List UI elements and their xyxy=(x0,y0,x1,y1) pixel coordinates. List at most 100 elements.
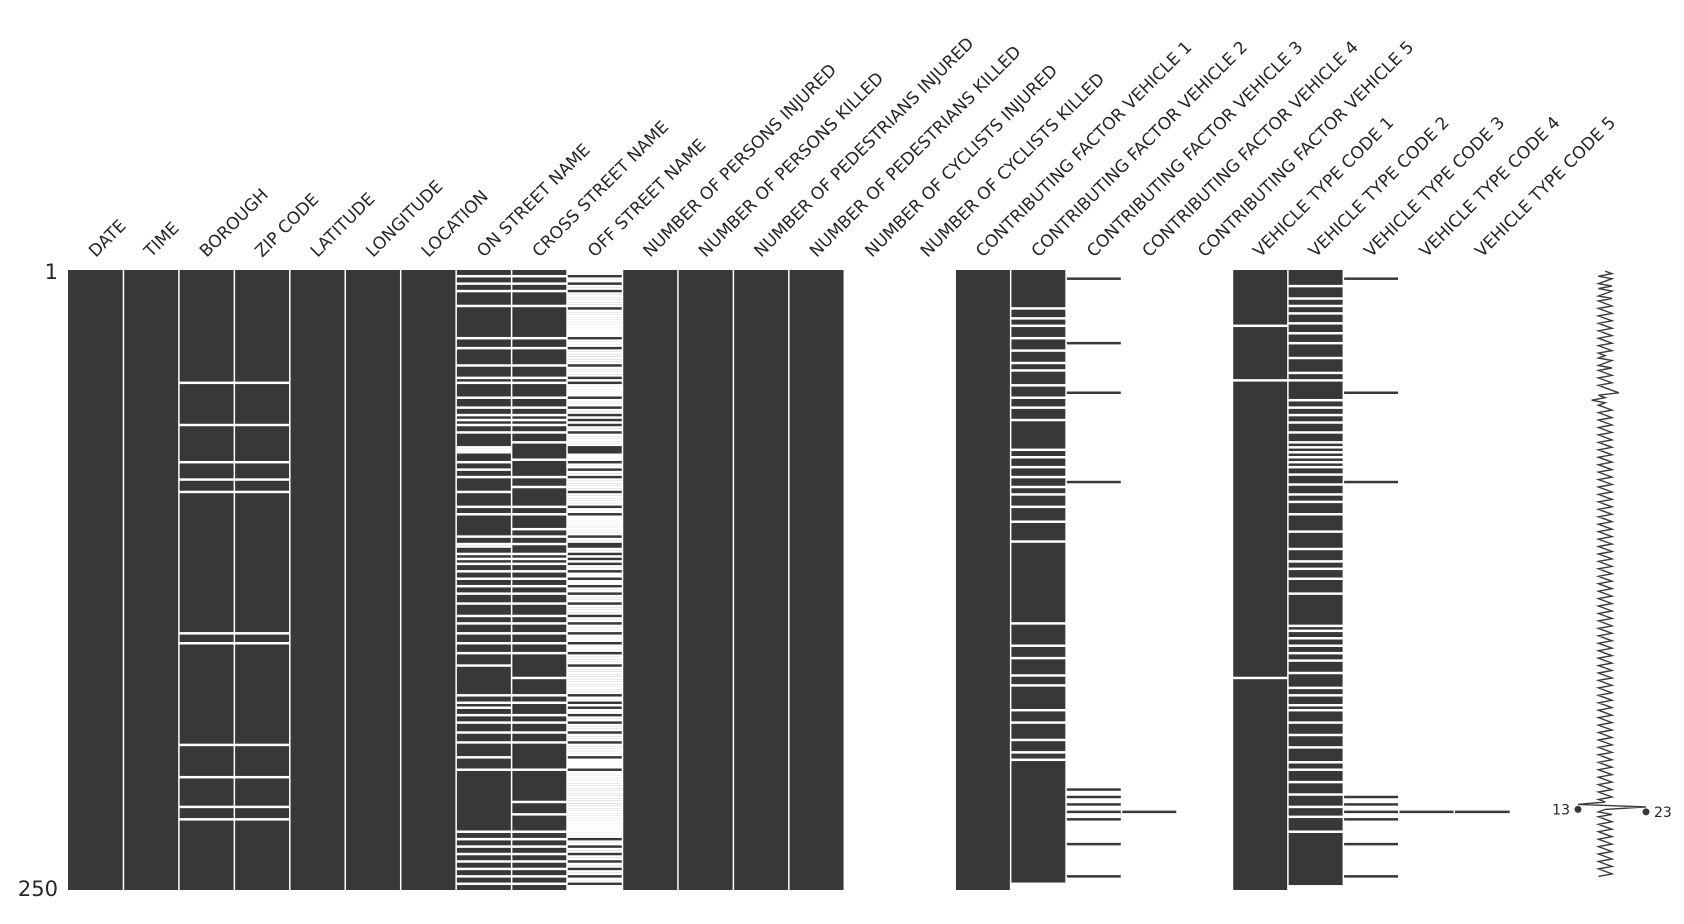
missing-value-cell xyxy=(234,423,290,427)
row-start-label: 1 xyxy=(45,260,58,284)
missing-value-cell xyxy=(1010,751,1067,754)
missing-value-cell xyxy=(567,508,623,511)
missing-value-cell xyxy=(567,277,623,280)
missing-value-cell xyxy=(1287,887,1344,890)
missing-value-cell xyxy=(567,436,623,439)
missing-value-cell xyxy=(567,394,623,397)
missing-value-cell xyxy=(456,406,512,409)
missing-value-cell xyxy=(456,446,512,449)
missing-value-cell xyxy=(1010,674,1067,677)
missing-value-cell xyxy=(1287,830,1344,833)
missing-value-cell xyxy=(511,592,568,595)
missing-value-cell xyxy=(511,418,568,422)
missing-value-cell xyxy=(567,314,623,318)
missing-value-cell xyxy=(567,317,623,320)
missing-value-cell xyxy=(1232,379,1288,382)
missing-value-cell xyxy=(567,805,623,809)
missing-value-cell xyxy=(1287,398,1344,402)
missing-value-cell xyxy=(456,875,512,878)
missing-value-cell xyxy=(567,736,623,739)
missing-value-cell xyxy=(456,431,512,434)
column-number-of-pedestrians-injured xyxy=(733,270,789,890)
missing-value-cell xyxy=(567,627,623,630)
missing-value-cell xyxy=(456,562,512,566)
missing-value-cell xyxy=(567,629,623,633)
missing-value-cell xyxy=(1010,738,1067,742)
missing-value-cell xyxy=(1232,324,1288,328)
missing-value-cell xyxy=(456,557,512,561)
missing-value-cell xyxy=(567,862,623,866)
missing-value-cell xyxy=(567,780,623,784)
column-cross-street-name xyxy=(511,270,568,890)
missing-value-cell xyxy=(567,813,623,816)
present-values-block xyxy=(955,270,1011,890)
column-location xyxy=(400,270,457,890)
missing-value-cell xyxy=(511,413,568,417)
missing-value-cell xyxy=(567,580,623,583)
missing-value-cell xyxy=(1287,704,1344,707)
missing-value-cell xyxy=(1287,406,1344,409)
missing-value-cell xyxy=(567,292,623,295)
column-time xyxy=(123,270,179,890)
missing-value-cell xyxy=(567,617,623,620)
present-values-block xyxy=(123,270,179,890)
missing-value-cell xyxy=(567,718,623,722)
missing-value-cell xyxy=(456,651,512,655)
column-label: TIME xyxy=(140,219,184,263)
missing-value-cell xyxy=(567,785,623,789)
missing-value-cell xyxy=(567,788,623,791)
missing-value-cell xyxy=(567,743,623,747)
missing-value-cell xyxy=(567,639,623,642)
column-contributing-factor-vehicle-1 xyxy=(955,270,1011,890)
missing-value-cell xyxy=(567,659,623,662)
missing-value-cell xyxy=(1010,384,1067,387)
missing-value-cell xyxy=(567,587,623,590)
missing-value-cell xyxy=(567,366,623,370)
present-value-cell xyxy=(1343,277,1399,280)
missing-value-cell xyxy=(567,371,623,375)
missing-value-cell xyxy=(567,493,623,496)
missing-value-cell xyxy=(1287,332,1344,335)
missing-value-cell xyxy=(567,441,623,444)
missing-value-cell xyxy=(1010,622,1067,625)
missing-value-cell xyxy=(511,282,568,285)
present-value-cell xyxy=(1066,875,1122,878)
missing-value-cell xyxy=(567,686,623,690)
missing-value-cell xyxy=(234,490,290,494)
present-value-cell xyxy=(1121,810,1177,814)
missing-value-cell xyxy=(1287,686,1344,690)
missing-value-cell xyxy=(567,334,623,337)
missing-value-cell xyxy=(178,478,235,481)
missing-value-cell xyxy=(567,287,623,290)
missing-value-cell xyxy=(1010,406,1067,409)
missing-value-cell xyxy=(511,622,568,625)
missing-value-cell xyxy=(567,666,623,670)
missing-value-cell xyxy=(567,865,623,868)
missing-value-cell xyxy=(567,284,623,288)
missing-value-cell xyxy=(1010,505,1067,509)
missing-value-cell xyxy=(456,545,512,548)
missing-value-cell xyxy=(567,751,623,754)
missing-value-cell xyxy=(1287,629,1344,633)
missing-value-cell xyxy=(1287,460,1344,464)
missing-value-cell xyxy=(1287,493,1344,496)
missing-value-cell xyxy=(456,713,512,717)
missing-value-cell xyxy=(567,416,623,419)
missing-value-cell xyxy=(567,644,623,647)
missing-value-cell xyxy=(567,770,623,774)
missing-value-cell xyxy=(456,460,512,464)
column-vehicle-type-code-1 xyxy=(1232,270,1288,890)
missing-value-cell xyxy=(567,723,623,727)
missing-value-cell xyxy=(511,423,568,427)
missing-value-cell xyxy=(567,604,623,608)
missing-value-cell xyxy=(456,768,512,771)
missing-value-cell xyxy=(1287,304,1344,308)
missing-value-cell xyxy=(567,272,623,275)
present-values-block xyxy=(345,270,401,890)
missing-value-cell xyxy=(456,542,512,546)
missing-value-cell xyxy=(1287,560,1344,563)
missing-value-cell xyxy=(1010,656,1067,660)
missing-value-cell xyxy=(456,364,512,367)
missing-value-cell xyxy=(1010,396,1067,399)
present-values-block xyxy=(677,270,734,890)
